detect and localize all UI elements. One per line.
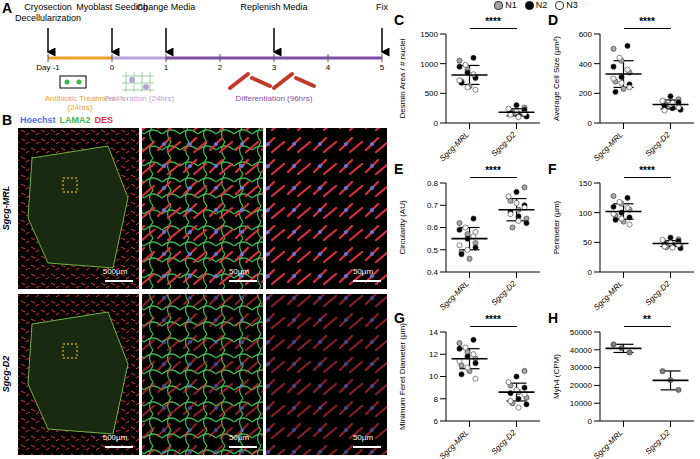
svg-text:14: 14 [429,328,438,337]
svg-text:50000: 50000 [570,328,593,337]
svg-text:Sgcg-D2: Sgcg-D2 [490,428,519,457]
svg-text:40000: 40000 [570,346,593,355]
svg-text:30000: 30000 [570,363,593,372]
html-text:50µm: 50µm [352,433,374,442]
svg-text:50: 50 [583,238,592,247]
svg-text:Circularity (AU): Circularity (AU) [398,200,407,255]
svg-text:1000: 1000 [420,60,438,69]
svg-text:6: 6 [434,417,439,426]
svg-text:600: 600 [579,30,593,39]
html-text:500µm: 500µm [102,433,128,442]
html-text:Fix: Fix [376,2,388,12]
html-text:Differentiation (96hrs): Differentiation (96hrs) [235,94,313,103]
svg-text:Sgcg-D2: Sgcg-D2 [490,279,519,308]
svg-text:0.4: 0.4 [427,268,439,277]
html-text:5: 5 [379,63,385,72]
svg-text:Perimeter (µm): Perimeter (µm) [552,200,561,254]
svg-text:8: 8 [434,395,439,404]
html-text:B: B [2,112,13,128]
svg-text:20000: 20000 [570,381,593,390]
html-text:Day -1: Day -1 [36,63,60,72]
svg-text:0.8: 0.8 [427,179,439,188]
html-text:2: 2 [217,63,223,72]
html-text:Proliferation (24hrs): Proliferation (24hrs) [103,94,175,103]
svg-text:150: 150 [579,179,593,188]
html-text:50µm: 50µm [228,267,250,276]
html-text:H: H [548,310,559,326]
svg-text:0.5: 0.5 [427,246,439,255]
svg-text:Sgcg-D2: Sgcg-D2 [644,428,673,457]
html-text:Antibiotic Treatment (24hrs): Antibiotic Treatment (24hrs) [44,94,116,112]
html-text:Sgcg-D2: Sgcg-D2 [1,355,11,392]
svg-text:0.7: 0.7 [427,201,439,210]
html-text:50µm: 50µm [228,433,250,442]
svg-text:Sgcg-D2: Sgcg-D2 [644,130,673,159]
svg-text:Sgcg-MRL: Sgcg-MRL [438,428,471,459]
svg-text:100: 100 [579,209,593,218]
svg-text:0.6: 0.6 [427,223,439,232]
html-text:Replenish Media: Replenish Media [240,2,308,12]
html-text:N3: N3 [566,0,578,10]
svg-text:Sgcg-MRL: Sgcg-MRL [592,279,625,310]
svg-text:Average Cell Size (µm²): Average Cell Size (µm²) [552,36,561,121]
svg-text:Minimum Feret Diameter (µm): Minimum Feret Diameter (µm) [398,323,407,430]
html-text:Sgcg-MRL: Sgcg-MRL [1,185,11,230]
html-text:1: 1 [163,63,169,72]
svg-text:200: 200 [579,89,593,98]
svg-text:0: 0 [588,268,593,277]
html-text:500µm: 500µm [102,267,128,276]
svg-text:Sgcg-D2: Sgcg-D2 [490,130,519,159]
html-text:Change Media: Change Media [136,2,196,12]
html-text:Hoechst LAMA2 DES: Hoechst LAMA2 DES [20,115,113,125]
html-text:F: F [548,161,557,177]
svg-text:1500: 1500 [420,30,438,39]
svg-text:Sgcg-D2: Sgcg-D2 [644,279,673,308]
svg-text:12: 12 [429,350,438,359]
svg-text:Sgcg-MRL: Sgcg-MRL [438,279,471,310]
html-text:A: A [2,0,13,16]
svg-text:Sgcg-MRL: Sgcg-MRL [438,130,471,161]
svg-text:400: 400 [579,60,593,69]
html-text:0: 0 [109,63,115,72]
svg-text:Myh4 (CPM): Myh4 (CPM) [552,354,561,399]
svg-text:Desmin Area / # nuclei: Desmin Area / # nuclei [398,38,407,118]
html-text:C: C [394,12,405,28]
html-text:D: D [548,12,559,28]
html-text:N1: N1 [505,0,517,10]
html-text:Myoblast Seeding: Myoblast Seeding [76,2,148,12]
svg-text:0: 0 [588,417,593,426]
html-text:4: 4 [325,63,331,72]
svg-text:Sgcg-MRL: Sgcg-MRL [592,130,625,161]
svg-text:10000: 10000 [570,399,593,408]
html-text:G: G [394,310,405,326]
html-text:50µm: 50µm [352,267,374,276]
svg-text:0: 0 [434,119,439,128]
svg-text:500: 500 [425,89,439,98]
svg-text:10: 10 [429,372,438,381]
html-text:Cryosection Decellularization: Cryosection Decellularization [15,2,81,23]
html-text:E: E [394,161,404,177]
html-text:N2: N2 [535,0,548,10]
svg-text:0: 0 [588,119,593,128]
html-text:3: 3 [271,63,277,72]
svg-text:Sgcg-MRL: Sgcg-MRL [592,428,625,459]
